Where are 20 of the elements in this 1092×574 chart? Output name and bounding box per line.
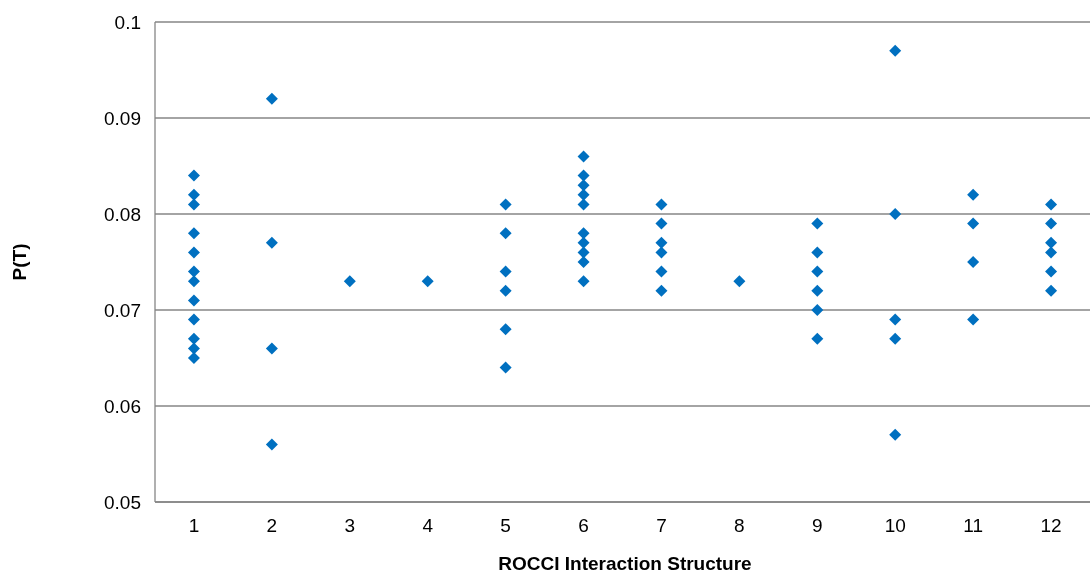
- x-tick-label: 9: [812, 515, 823, 536]
- y-tick-label: 0.09: [104, 107, 141, 129]
- x-tick-label: 7: [656, 515, 667, 536]
- x-tick-label: 3: [344, 515, 356, 536]
- x-tick-label: 5: [500, 515, 511, 536]
- x-axis-title: ROCCI Interaction Structure: [498, 553, 752, 574]
- x-tick-label: 2: [266, 515, 278, 536]
- x-tick-label: 6: [578, 515, 589, 536]
- y-tick-label: 0.05: [104, 491, 141, 513]
- x-tick-label: 4: [422, 515, 434, 536]
- y-tick-label: 0.07: [104, 299, 141, 321]
- y-tick-label: 0.08: [104, 203, 141, 225]
- x-tick-label: 11: [963, 515, 983, 536]
- x-tick-label: 1: [188, 515, 200, 536]
- x-tick-label: 12: [1040, 515, 1062, 536]
- y-tick-label: 0.1: [114, 11, 141, 33]
- x-tick-label: 10: [884, 515, 906, 536]
- y-axis-title: P(T): [9, 243, 30, 281]
- x-tick-label: 8: [734, 515, 745, 536]
- y-tick-label: 0.06: [104, 395, 141, 417]
